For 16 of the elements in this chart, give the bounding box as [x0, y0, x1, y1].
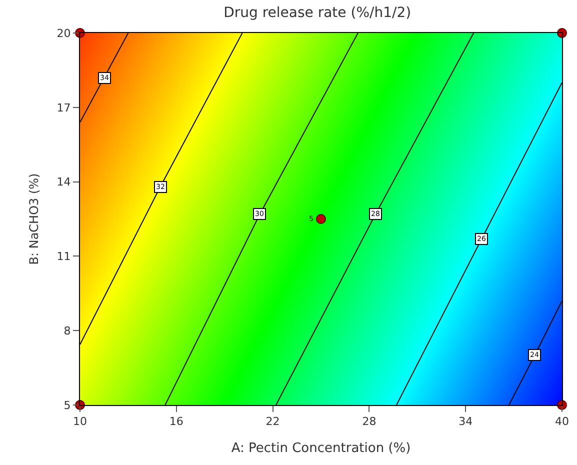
y-tick-label: 14 [56, 176, 71, 189]
x-tick-label: 28 [362, 415, 376, 428]
point [316, 214, 326, 224]
y-tick-label: 5 [64, 398, 71, 412]
x-tick-label: 22 [266, 415, 280, 428]
x-tick-label: 40 [555, 415, 569, 428]
x-tick-label: 34 [458, 415, 473, 428]
y-axis-title: B: NaCHO3 (%) [27, 173, 42, 265]
chart-title: Drug release rate (%/h1/2) [224, 4, 412, 21]
x-axis-title: A: Pectin Concentration (%) [231, 440, 411, 456]
y-tick-label: 17 [56, 101, 71, 114]
y-tick-label: 8 [64, 324, 71, 338]
y-tick-label: 20 [56, 26, 71, 40]
y-tick-label: 11 [56, 250, 71, 264]
x-tick-label: 10 [73, 415, 87, 428]
x-tick-label: 16 [169, 415, 184, 428]
